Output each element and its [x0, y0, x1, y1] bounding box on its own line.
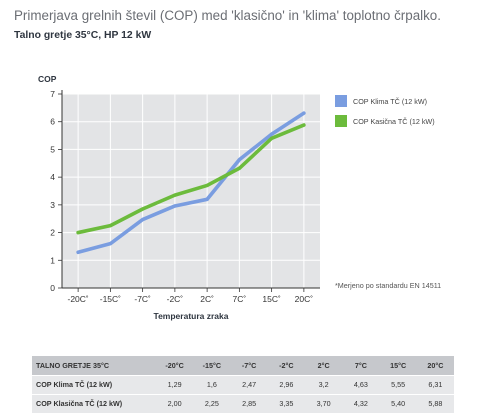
legend-swatch-klima: [335, 95, 347, 107]
x-tick-label: 2C˚: [200, 294, 214, 304]
x-tick-label: 20C˚: [295, 294, 314, 304]
table-column-header: -7°C: [230, 356, 268, 376]
y-tick-label: 4: [50, 172, 55, 182]
data-point-klima: [237, 158, 241, 162]
standard-footnote: *Merjeno po standardu EN 14511: [335, 281, 442, 290]
table-cell: 2,47: [230, 375, 268, 395]
y-tick-label: 0: [50, 283, 55, 293]
table-column-header: -2°C: [267, 356, 305, 376]
cop-data-table: TALNO GRETJE 35°C -20°C -15°C -7°C -2°C …: [32, 356, 454, 414]
legend-item-klima: COP Klima TČ (12 kW): [335, 94, 475, 108]
y-tick-label: 2: [50, 228, 55, 238]
y-tick-label: 3: [50, 200, 55, 210]
table-cell: 2,96: [267, 375, 305, 395]
data-point-klima: [108, 242, 112, 246]
x-tick-label: -7C˚: [134, 294, 151, 304]
table-cell: 2,85: [230, 394, 268, 414]
table-column-header: -15°C: [193, 356, 231, 376]
x-tick-label: -15C˚: [100, 294, 121, 304]
table-column-header: 15°C: [379, 356, 417, 376]
x-tick-label: 7C˚: [233, 294, 247, 304]
table-cell: 5,55: [379, 375, 417, 395]
x-axis-title: Temperatura zraka: [154, 311, 229, 321]
table-row-label: COP Klima TČ (12 kW): [32, 375, 156, 395]
data-point-klasicna: [302, 123, 306, 127]
y-tick-label: 1: [50, 255, 55, 265]
data-point-klasicna: [173, 193, 177, 197]
y-axis-title: COP: [38, 74, 57, 84]
y-tick-label: 6: [50, 117, 55, 127]
table-cell: 3,2: [305, 375, 343, 395]
data-point-klasicna: [270, 136, 274, 140]
data-point-klima: [302, 111, 306, 115]
legend-label-klasicna: COP Kasična TČ (12 kW): [353, 116, 435, 126]
chart-subtitle: Talno gretje 35°C, HP 12 kW: [14, 30, 152, 41]
table-column-header: -20°C: [156, 356, 194, 376]
table-cell: 5,88: [416, 394, 454, 414]
data-point-klasicna: [141, 207, 145, 211]
data-point-klima: [173, 204, 177, 208]
legend-label-klima: COP Klima TČ (12 kW): [353, 96, 428, 106]
table-row-klima: COP Klima TČ (12 kW) 1,29 1,6 2,47 2,96 …: [32, 375, 454, 395]
y-tick-label: 5: [50, 144, 55, 154]
table-cell: 6,31: [416, 375, 454, 395]
data-point-klima: [205, 197, 209, 201]
table-cell: 4,63: [342, 375, 380, 395]
legend-item-klasicna: COP Kasična TČ (12 kW): [335, 114, 475, 128]
data-point-klasicna: [108, 224, 112, 228]
x-tick-label: 15C˚: [262, 294, 281, 304]
table-cell: 5,40: [379, 394, 417, 414]
cop-line-chart: 0 1 2 3 4 5 6 7 -20C˚ -15C˚ -7C˚ -2C˚ 2C˚ 7C˚ 15C˚ 20C˚…: [38, 74, 320, 321]
table-column-header: 2°C: [305, 356, 343, 376]
y-tick-label: 7: [50, 89, 55, 99]
table-column-header: 20°C: [416, 356, 454, 376]
legend-swatch-klasicna: [335, 115, 347, 127]
x-tick-label: -2C˚: [167, 294, 184, 304]
table-header-row: TALNO GRETJE 35°C -20°C -15°C -7°C -2°C …: [32, 356, 454, 376]
table-cell: 3,70: [305, 394, 343, 414]
series-line-klasicna: [76, 123, 306, 235]
table-cell: 1,6: [193, 375, 231, 395]
table-cell: 4,32: [342, 394, 380, 414]
data-point-klima: [76, 250, 80, 254]
table-header-label: TALNO GRETJE 35°C: [32, 356, 156, 376]
series-line-klima: [76, 111, 306, 255]
x-tick-label: -20C˚: [67, 294, 88, 304]
data-point-klasicna: [76, 230, 80, 235]
table-cell: 2,25: [193, 394, 231, 414]
data-point-klasicna: [237, 166, 241, 170]
table-row-klasicna: COP Klasična TČ (12 kW) 2,00 2,25 2,85 3…: [32, 394, 454, 414]
table-cell: 3,35: [267, 394, 305, 414]
data-point-klima: [270, 132, 274, 136]
data-point-klima: [141, 217, 145, 222]
table-column-header: 7°C: [342, 356, 380, 376]
table-cell: 2,00: [156, 394, 194, 414]
table-row-label: COP Klasična TČ (12 kW): [32, 394, 156, 414]
data-point-klasicna: [205, 183, 209, 188]
table-cell: 1,29: [156, 375, 194, 395]
page-title: Primerjava grelnih števil (COP) med 'kla…: [14, 8, 441, 23]
